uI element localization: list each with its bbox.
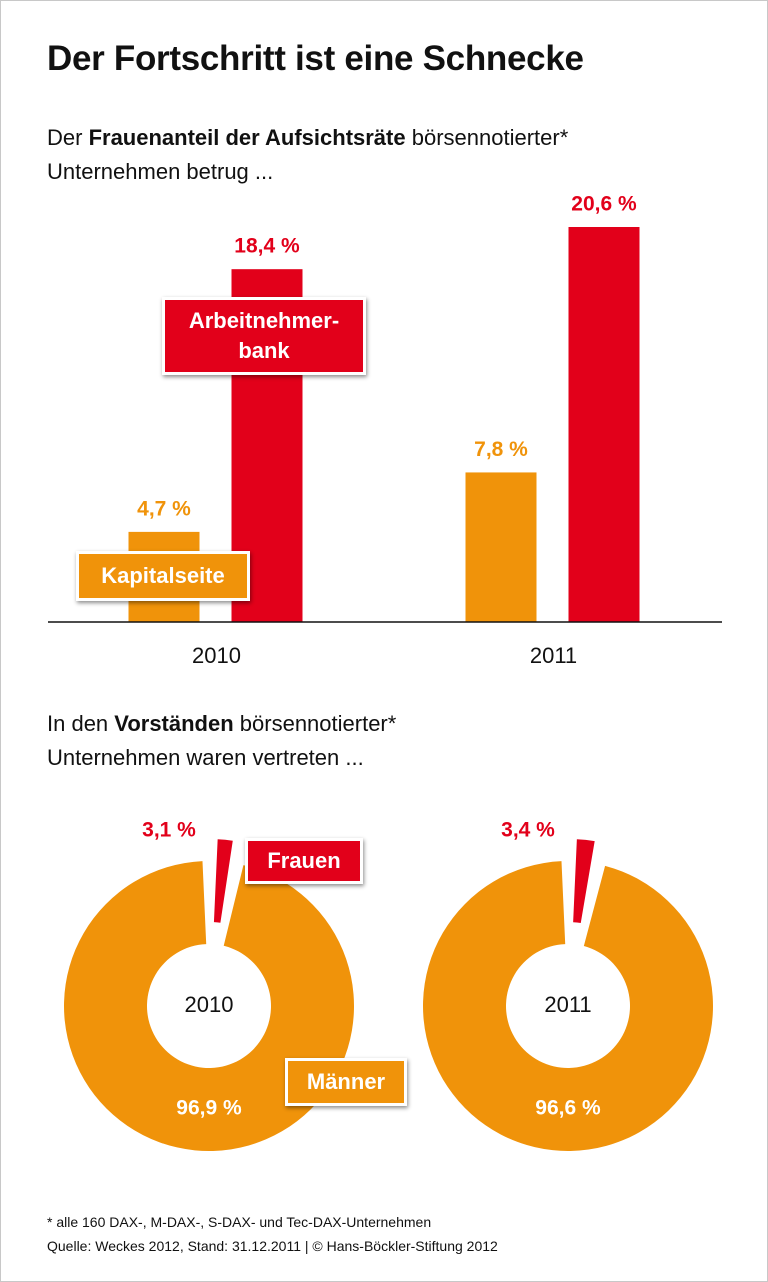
subtitle-part: Vorständen xyxy=(114,711,234,736)
source: Quelle: Weckes 2012, Stand: 31.12.2011 |… xyxy=(47,1238,498,1254)
footnote: * alle 160 DAX-, M-DAX-, S-DAX- und Tec-… xyxy=(47,1214,432,1230)
bar xyxy=(465,472,537,622)
subtitle-part: Der xyxy=(47,125,89,150)
center-label: 2011 xyxy=(544,992,591,1017)
value-label: 20,6 % xyxy=(571,193,637,216)
value-label: 18,4 % xyxy=(234,235,300,258)
bar xyxy=(568,227,640,622)
subtitle: Der Frauenanteil der Aufsichtsräte börse… xyxy=(47,121,568,189)
subtitle: In den Vorständen börsennotierter* Unter… xyxy=(47,707,396,775)
value-label: 3,4 % xyxy=(501,819,555,842)
legend-label: Männer xyxy=(285,1058,407,1106)
center-label: 2010 xyxy=(185,992,234,1017)
value-label: 4,7 % xyxy=(137,497,191,520)
x-tick-label: 2010 xyxy=(192,643,241,668)
donut-slice xyxy=(64,861,355,1151)
title: Der Fortschritt ist eine Schnecke xyxy=(47,39,584,78)
value-label: 96,9 % xyxy=(176,1097,242,1120)
legend-label: Kapitalseite xyxy=(76,551,250,601)
subtitle-part: Frauenanteil der Aufsichtsräte xyxy=(88,125,406,150)
subtitle-part: börsennotierter* Unternehmen betrug ... xyxy=(47,125,569,184)
value-label: 96,6 % xyxy=(535,1097,601,1120)
x-tick-label: 2011 xyxy=(530,643,577,668)
subtitle-part: börsennotierter* Unternehmen waren vertr… xyxy=(47,711,397,770)
value-label: 3,1 % xyxy=(142,819,196,842)
subtitle-part: In den xyxy=(47,711,115,736)
donut-slice xyxy=(573,839,595,924)
legend-label: Arbeitnehmer- bank xyxy=(162,297,366,375)
value-label: 7,8 % xyxy=(474,438,528,461)
legend-label: Frauen xyxy=(245,838,363,884)
donut-slice xyxy=(423,861,714,1151)
donut-slice xyxy=(213,839,233,923)
